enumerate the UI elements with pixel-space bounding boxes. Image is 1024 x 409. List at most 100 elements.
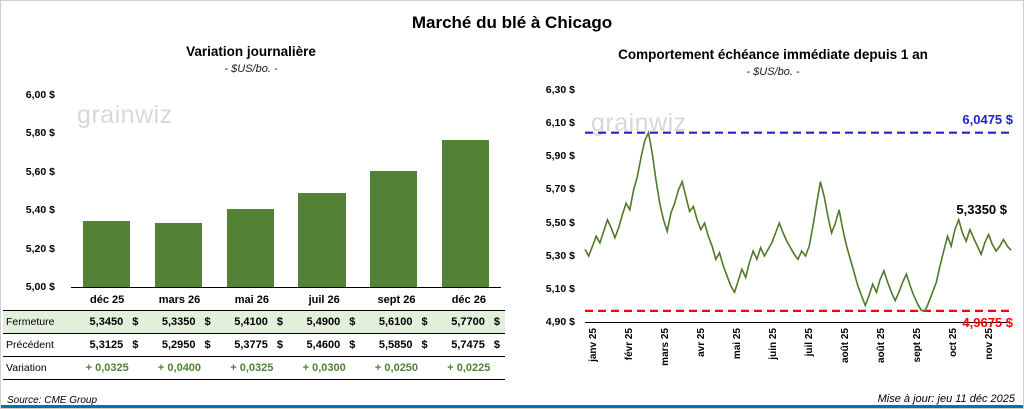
bar-chart-title: Variation journalière <box>186 44 316 59</box>
currency-symbol: $ <box>276 316 283 328</box>
bar-column <box>143 96 215 287</box>
row-label: Fermeture <box>6 316 55 328</box>
table-row: Précédent 5,3125 $5,2950 $5,3775 $5,4600 $5,5… <box>3 334 505 357</box>
cell-value: 5,4900 <box>306 316 341 328</box>
table-cell: 5,7700 $ <box>433 311 505 333</box>
x-tick-label: août 25 <box>840 328 851 364</box>
y-tick-label: 5,60 $ <box>25 165 55 178</box>
currency-symbol: $ <box>276 339 283 351</box>
watermark-left: grainwiz <box>77 101 173 129</box>
y-tick-label: 5,80 $ <box>25 127 55 140</box>
table-cell: + 0,0400 <box>157 362 202 374</box>
currency-symbol: $ <box>204 339 211 351</box>
currency-symbol: $ <box>349 316 356 328</box>
bar-column <box>286 96 358 287</box>
bar <box>441 139 489 287</box>
line-y-axis: 6,30 $ 6,10 $ 5,90 $ 5,70 $ 5,50 $ 5,30 $ 5,10… <box>521 84 579 328</box>
updated-note: Mise à jour: jeu 11 déc 2025 <box>877 393 1015 405</box>
table-row: Variation + 0,0325 + 0,0400 + 0,0325 + 0,030… <box>3 357 505 380</box>
x-tick-label: févr 25 <box>624 328 635 361</box>
y-tick-label: 5,20 $ <box>25 242 55 255</box>
source-note: Source: CME Group <box>7 395 98 406</box>
row-label: Précédent <box>6 339 54 351</box>
bar-column <box>358 96 430 287</box>
cell-value: 5,6100 <box>378 316 413 328</box>
cell-value: 5,3775 <box>234 339 268 351</box>
bar-y-axis: 6,00 $ 5,80 $ 5,60 $ 5,40 $ 5,20 $ 5,00 $ <box>1 89 59 293</box>
price-series <box>584 130 1012 312</box>
bar <box>154 223 203 287</box>
resistance-label: 6,0475 $ <box>962 112 1013 127</box>
table-cell: 5,7475 $ <box>433 334 505 356</box>
y-tick-label: 5,70 $ <box>545 183 575 196</box>
cell-value: 5,7475 <box>451 339 485 351</box>
line-plot <box>584 91 1012 323</box>
table-cell: 5,4100 $ <box>216 311 288 333</box>
x-tick-label: sept 25 <box>912 328 923 363</box>
table-cell: 5,4900 $ <box>288 311 360 333</box>
bar <box>226 208 274 287</box>
currency-symbol: $ <box>132 316 139 328</box>
currency-symbol: $ <box>493 339 500 351</box>
column-header: sept 26 <box>377 293 416 306</box>
y-tick-label: 4,90 $ <box>545 316 575 328</box>
cell-value: 5,2950 <box>161 339 196 351</box>
bar-column <box>429 96 501 287</box>
y-tick-label: 5,40 $ <box>25 204 55 217</box>
bar-column <box>214 96 286 287</box>
table-cell: + 0,0325 <box>230 362 274 374</box>
bar-chart-subtitle: - $US/bo. - <box>224 63 278 75</box>
table-cell: 5,2950 $ <box>143 334 215 356</box>
x-tick-label: août 25 <box>876 328 887 364</box>
x-tick-label: oct 25 <box>948 328 959 357</box>
table-cell: 5,4600 $ <box>288 334 360 356</box>
y-tick-label: 5,00 $ <box>25 281 55 293</box>
column-header: juil 26 <box>308 293 340 306</box>
y-tick-label: 6,00 $ <box>25 89 55 101</box>
bar-plot <box>71 96 501 288</box>
table-header-row: déc 25 mars 26 mai 26 juil 26 sept 26 déc 26 <box>3 289 505 311</box>
currency-symbol: $ <box>493 316 500 328</box>
cell-value: 5,3450 <box>89 316 124 328</box>
cell-value: 5,4600 <box>306 339 341 351</box>
currency-symbol: $ <box>349 339 356 351</box>
cell-value: 5,7700 <box>451 316 485 328</box>
table-cell: 5,3775 $ <box>216 334 288 356</box>
last-price-label: 5,3350 $ <box>956 202 1007 217</box>
line-x-axis: janv 25 févr 25 mars 25 avr 25 mai 25 juin 25… <box>585 324 1011 384</box>
bottom-accent-bar <box>1 405 1023 408</box>
table-row: Fermeture 5,3450 $5,3350 $5,4100 $5,4900 $5,6… <box>3 311 505 334</box>
table-cell: + 0,0225 <box>447 362 491 374</box>
table-cell: 5,3350 $ <box>143 311 215 333</box>
y-tick-label: 6,30 $ <box>545 84 575 96</box>
cell-value: 5,4100 <box>234 316 268 328</box>
y-tick-label: 5,30 $ <box>545 249 575 262</box>
x-tick-label: mars 25 <box>660 328 671 366</box>
bar-column <box>71 96 143 287</box>
bar <box>369 170 418 287</box>
line-plot-svg <box>584 130 1012 312</box>
table-cell: 5,3125 $ <box>71 334 143 356</box>
cell-value: 5,3125 <box>89 339 124 351</box>
column-header: mars 26 <box>158 293 201 306</box>
column-header: déc 26 <box>451 293 486 306</box>
bar <box>298 193 346 287</box>
x-tick-label: juin 25 <box>768 328 779 360</box>
x-tick-label: janv 25 <box>588 328 599 362</box>
currency-symbol: $ <box>204 316 211 328</box>
x-tick-label: mai 25 <box>732 328 743 360</box>
x-tick-label: avr 25 <box>696 328 707 357</box>
page-title: Marché du blé à Chicago <box>411 13 613 32</box>
corner-cell <box>3 289 71 310</box>
bar <box>83 221 131 287</box>
currency-symbol: $ <box>421 316 428 328</box>
column-header: mai 26 <box>234 293 269 306</box>
support-label: 4,9675 $ <box>962 315 1013 330</box>
column-header: déc 25 <box>90 293 125 306</box>
x-tick-label: nov 25 <box>984 328 995 360</box>
cell-value: 5,3350 <box>161 316 196 328</box>
line-chart-subtitle: - $US/bo. - <box>746 66 800 78</box>
table-cell: + 0,0250 <box>374 362 419 374</box>
table-cell: 5,6100 $ <box>360 311 432 333</box>
